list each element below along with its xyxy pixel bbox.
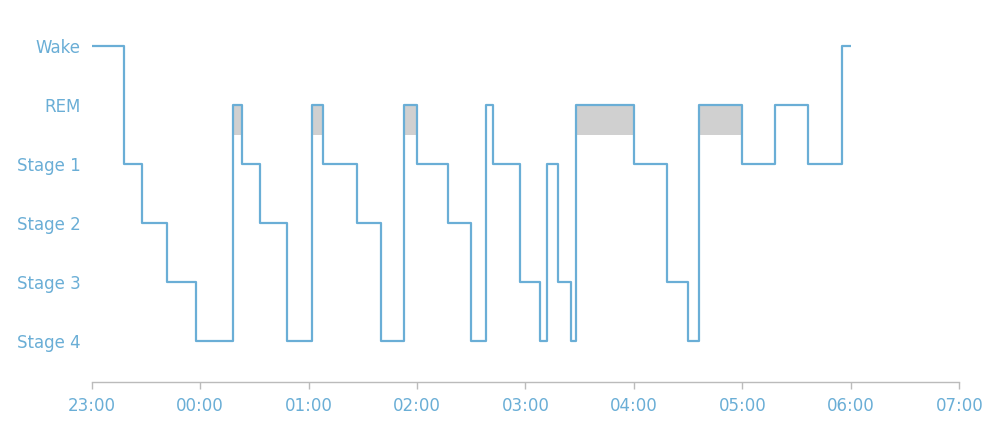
Bar (404, 105, 417, 134)
Bar (233, 105, 242, 134)
Bar (312, 105, 323, 134)
Bar (699, 105, 742, 134)
Bar (576, 105, 634, 134)
